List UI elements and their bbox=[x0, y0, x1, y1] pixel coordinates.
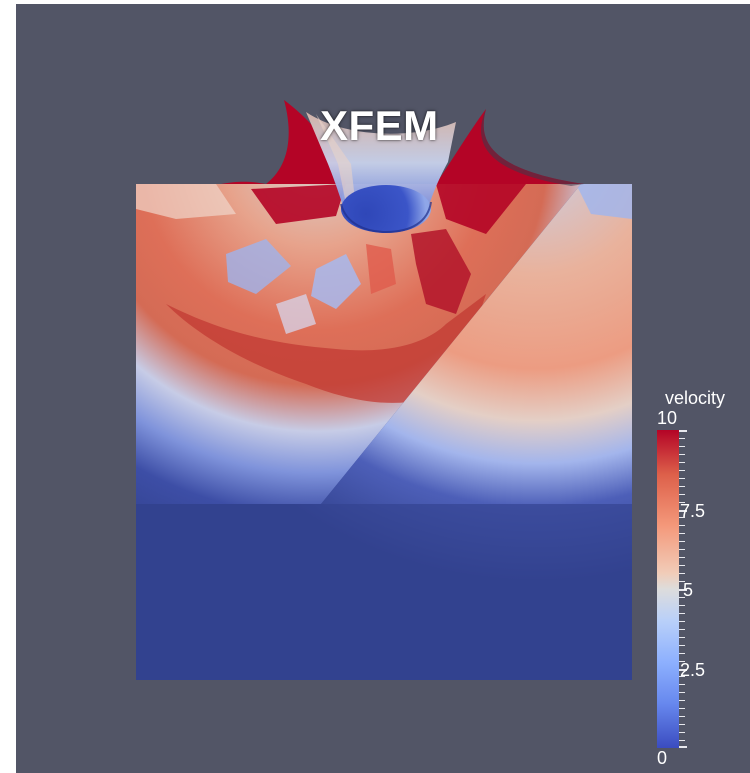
projectile-tip bbox=[341, 185, 431, 233]
colorbar-tick bbox=[679, 541, 685, 542]
colorbar-label-5: 5 bbox=[683, 580, 694, 600]
colorbar-tick bbox=[679, 565, 685, 566]
ejecta-left bbox=[266, 100, 346, 184]
ejecta-right bbox=[436, 109, 584, 184]
colorbar-label-2-5: 2.5 bbox=[680, 660, 706, 680]
colorbar-tick bbox=[679, 621, 685, 622]
colorbar-label-min: 0 bbox=[657, 748, 668, 768]
colorbar-tick bbox=[679, 605, 685, 606]
colorbar-tick bbox=[679, 502, 685, 503]
colorbar-tick bbox=[679, 692, 685, 693]
colorbar-tick bbox=[679, 676, 685, 677]
colorbar-tick bbox=[679, 454, 685, 455]
colorbar-tick bbox=[679, 613, 685, 614]
colorbar-tick bbox=[679, 557, 685, 558]
colorbar-tick bbox=[679, 724, 685, 725]
colorbar-tick bbox=[679, 549, 685, 550]
colorbar-tick bbox=[679, 597, 685, 598]
colorbar-tick bbox=[679, 517, 685, 518]
colorbar-tick bbox=[679, 746, 687, 748]
colorbar-tick bbox=[679, 486, 685, 487]
colorbar-tick bbox=[679, 510, 687, 512]
colorbar-tick bbox=[679, 589, 687, 591]
colorbar-tick bbox=[679, 684, 685, 685]
colorbar-tick bbox=[679, 700, 685, 701]
colorbar-label-max: 10 bbox=[657, 408, 678, 428]
colorbar-tick bbox=[679, 446, 685, 447]
colorbar-tick bbox=[679, 653, 685, 654]
colorbar-label-7-5: 7.5 bbox=[680, 501, 706, 521]
colorbar-ticks bbox=[679, 430, 687, 748]
colorbar-tick bbox=[679, 732, 685, 733]
colorbar-tick bbox=[679, 629, 685, 630]
colorbar-tick bbox=[679, 470, 685, 471]
colorbar-tick bbox=[679, 525, 685, 526]
colorbar-tick bbox=[679, 462, 685, 463]
colorbar-tick bbox=[679, 430, 687, 432]
simulation-plot bbox=[136, 100, 632, 680]
colorbar-tick bbox=[679, 533, 685, 534]
colorbar-title: velocity bbox=[665, 388, 726, 408]
render-viewport[interactable]: XFEM velocity 10 7.5 5 2.5 0 bbox=[16, 4, 750, 773]
colorbar bbox=[657, 430, 679, 748]
colorbar-tick bbox=[679, 645, 685, 646]
colorbar-tick bbox=[679, 669, 687, 671]
view-title: XFEM bbox=[320, 102, 439, 149]
colorbar-tick bbox=[679, 637, 685, 638]
colorbar-tick bbox=[679, 708, 685, 709]
colorbar-tick bbox=[679, 573, 685, 574]
colorbar-tick bbox=[679, 716, 685, 717]
colorbar-tick bbox=[679, 438, 685, 439]
colorbar-tick bbox=[679, 661, 685, 662]
colorbar-tick bbox=[679, 494, 685, 495]
colorbar-tick bbox=[679, 740, 685, 741]
colorbar-tick bbox=[679, 581, 685, 582]
colorbar-tick bbox=[679, 478, 685, 479]
